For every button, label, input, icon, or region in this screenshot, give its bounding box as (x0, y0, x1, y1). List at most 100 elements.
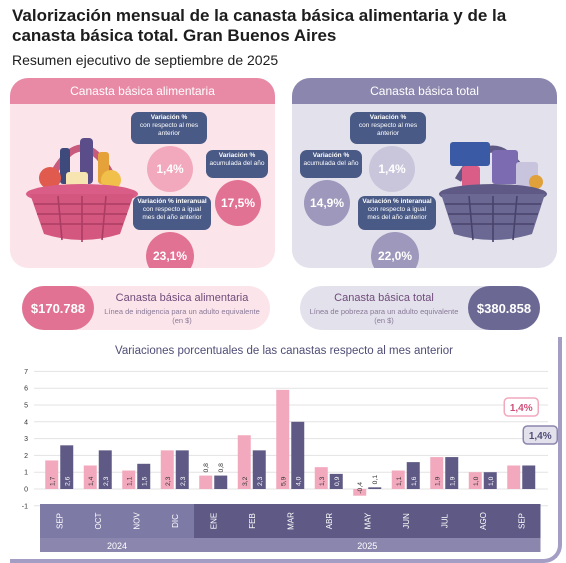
cba-acumulada-sub: acumulada del año (209, 160, 265, 167)
bar-value-label: 5,9 (280, 476, 287, 486)
cba-bar (45, 460, 59, 489)
month-tick-label: DIC (171, 514, 180, 528)
cbt-bar (483, 472, 497, 489)
bar-value-label: 1,6 (411, 476, 418, 486)
cbt-interanual-label: Variación % interanual (362, 198, 432, 205)
cba-interanual-label: Variación % interanual (137, 198, 207, 205)
cbt-interanual-pill: Variación % interanual con respecto a ig… (358, 196, 436, 230)
month-tick-label: MAY (363, 512, 372, 529)
cbt-bar (60, 445, 74, 489)
cba-bar (430, 457, 444, 489)
cba-bar (199, 475, 213, 489)
bar-value-label: 3,2 (242, 476, 249, 486)
year-axis-band (40, 538, 541, 552)
cbt-acumulada-label: Variación % (312, 152, 350, 159)
cbt-bar (291, 421, 305, 489)
cbt-mensual-sub: con respecto al mes anterior (358, 122, 418, 137)
cbt-bar (445, 457, 459, 489)
bar-value-label: 1,4 (88, 476, 95, 486)
month-tick-label: SEP (55, 513, 64, 529)
basket-illustration (26, 138, 138, 242)
bar-chart: -1 0 1 2 3 4 5 6 7 1,7 1,4 1,1 2,3 0,8 3,2 5,9 1,3 -0,4 1,… (22, 369, 558, 552)
month-tick-label: FEB (248, 513, 257, 529)
cbt-callout-box (522, 425, 558, 445)
bar-value-label: -0,4 (357, 482, 364, 494)
bar-value-label: 0,8 (203, 463, 210, 473)
cba-bar (122, 470, 136, 489)
cba-mensual-pill: Variación % con respecto al mes anterior (131, 112, 207, 144)
cba-bar (83, 465, 97, 489)
bar-value-label: 0,8 (218, 463, 225, 473)
cba-interanual-bubble: 23,1% (146, 232, 194, 268)
y-tick-label: 0 (24, 487, 28, 494)
cbt-bar (522, 465, 536, 489)
cba-mensual-label: Variación % (150, 114, 188, 121)
bar-value-label: 1,7 (49, 476, 56, 486)
cba-card-desc: Línea de indigencia para un adulto equiv… (104, 307, 260, 325)
cbt-acumulada-pill: Variación % acumulada del año (300, 150, 362, 178)
cba-bar (276, 389, 290, 489)
cbt-panel: Canasta básica total Variación % con res… (292, 78, 557, 268)
month-tick-label: MAR (286, 512, 295, 530)
cba-callout-box (503, 397, 539, 417)
cbt-mensual-pill: Variación % con respecto al mes anterior (350, 112, 426, 144)
month-tick-label: NOV (132, 512, 141, 530)
month-tick-label: SEP (517, 513, 526, 529)
cbt-bar (214, 475, 228, 489)
bar-value-label: 1,9 (434, 476, 441, 486)
page-subtitle: Resumen ejecutivo de septiembre de 2025 (12, 52, 279, 68)
month-tick-label: ABR (325, 513, 334, 530)
bar-value-label: 2,3 (257, 476, 264, 486)
cba-card-name: Canasta básica alimentaria (115, 292, 249, 304)
cba-bar (237, 435, 251, 489)
month-tick-label: AGO (479, 512, 488, 530)
cba-mensual-sub: con respecto al mes anterior (139, 122, 199, 137)
bar-value-label: 0,1 (372, 475, 379, 485)
bar-value-label: 0,9 (334, 476, 341, 486)
bar-value-label: 1,3 (319, 476, 326, 486)
cba-summary-card: $170.788 Canasta básica alimentaria Líne… (22, 286, 270, 330)
bar-value-label: 2,3 (180, 476, 187, 486)
cbt-mensual-bubble: 1,4% (369, 146, 415, 192)
year-label: 2024 (107, 541, 127, 551)
cbt-price: $380.858 (468, 286, 540, 330)
cba-panel: Canasta básica alimentaria Variación % c… (10, 78, 275, 268)
year-2024-band (40, 504, 194, 538)
cbt-interanual-sub: con respecto a igual mes del año anterio… (367, 206, 427, 221)
chart-frame (10, 337, 562, 563)
cbt-acumulada-sub: acumulada del año (303, 160, 359, 167)
cbt-bar (252, 450, 266, 489)
cbt-callout-label: 1,4% (529, 431, 552, 442)
cba-price: $170.788 (22, 286, 94, 330)
y-tick-label: 3 (24, 436, 28, 443)
bar-value-label: 2,3 (165, 476, 172, 486)
page-title: Valorización mensual de la canasta básic… (12, 6, 507, 45)
basket-illustration (439, 142, 547, 242)
cbt-bar (406, 462, 420, 489)
bar-value-label: 1,1 (396, 476, 403, 486)
cba-bar (160, 450, 174, 489)
cbt-bar (368, 487, 382, 489)
cbt-card-desc: Línea de pobreza para un adulto equivale… (309, 307, 459, 325)
cba-acumulada-pill: Variación % acumulada del año (206, 150, 268, 178)
cba-bar (468, 472, 482, 489)
cbt-acumulada-bubble: 14,9% (304, 180, 350, 226)
bar-value-label: 1,5 (141, 476, 148, 486)
chart-title: Variaciones porcentuales de las canastas… (115, 345, 453, 357)
y-tick-label: 1 (24, 470, 28, 477)
cbt-bar (329, 473, 343, 489)
cbt-mensual-label: Variación % (369, 114, 407, 121)
bar-value-label: 2,6 (64, 476, 71, 486)
bar-value-label: 1,9 (449, 476, 456, 486)
bar-value-label: 4,0 (295, 476, 302, 486)
cba-mensual-bubble: 1,4% (147, 146, 193, 192)
bar-value-label: 2,3 (103, 476, 110, 486)
month-tick-label: JUL (440, 513, 449, 528)
year-label: 2025 (357, 541, 377, 551)
cba-bar (314, 467, 328, 489)
cba-acumulada-label: Variación % (218, 152, 256, 159)
month-tick-label: OCT (94, 512, 103, 529)
month-tick-label: ENE (209, 513, 218, 529)
y-tick-label: 5 (24, 403, 28, 410)
y-tick-label: 4 (24, 419, 28, 426)
